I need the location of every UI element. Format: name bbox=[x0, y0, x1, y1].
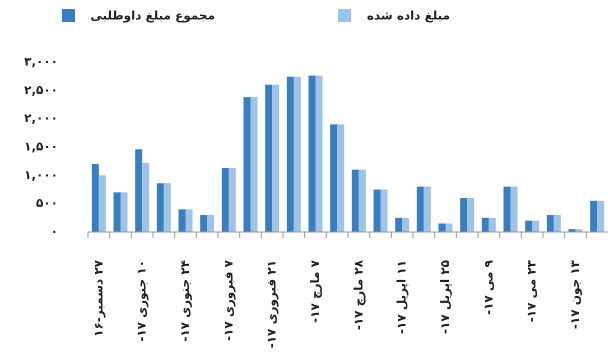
bar bbox=[351, 169, 359, 232]
y-tick-label: ۱,۰۰۰ bbox=[24, 168, 58, 182]
y-tick-label: ۳,۰۰۰ bbox=[24, 55, 58, 69]
bar bbox=[308, 75, 316, 232]
x-tick-label: ۲۵ اپریل ۱۷- bbox=[438, 260, 452, 334]
bar bbox=[272, 84, 280, 233]
y-tick-label: ۲,۰۰۰ bbox=[24, 111, 58, 125]
bar bbox=[243, 97, 251, 232]
bar bbox=[142, 162, 150, 232]
x-tick-label: ۱۱ اپریل ۱۷- bbox=[395, 260, 409, 334]
bar bbox=[286, 76, 294, 232]
bar bbox=[380, 189, 388, 232]
bar bbox=[135, 149, 143, 232]
bar bbox=[221, 167, 229, 232]
bar bbox=[395, 217, 403, 232]
bar bbox=[120, 192, 128, 232]
bar bbox=[330, 124, 338, 232]
bar bbox=[373, 189, 381, 232]
bar bbox=[510, 186, 518, 232]
x-tick-label: ۹ می ۱۷- bbox=[481, 259, 495, 315]
y-tick-label: ۰ bbox=[51, 225, 58, 239]
bar bbox=[228, 167, 236, 232]
bar bbox=[445, 223, 453, 232]
bar bbox=[597, 200, 605, 232]
bar bbox=[178, 209, 186, 232]
bar bbox=[250, 97, 258, 232]
bar bbox=[185, 209, 193, 232]
legend-swatch bbox=[62, 9, 75, 22]
bar bbox=[315, 75, 323, 232]
bar bbox=[532, 220, 540, 232]
legend-swatch bbox=[338, 9, 351, 22]
bar bbox=[590, 200, 598, 232]
bar bbox=[553, 215, 561, 232]
bar bbox=[98, 175, 106, 232]
bar bbox=[481, 217, 489, 232]
bar bbox=[207, 215, 215, 232]
bar bbox=[525, 220, 533, 232]
bar bbox=[438, 223, 446, 232]
bar bbox=[423, 186, 431, 232]
bar bbox=[575, 229, 583, 232]
bar bbox=[293, 76, 301, 232]
bar bbox=[91, 164, 99, 232]
bar bbox=[416, 186, 424, 232]
x-tick-label: ۷ مارچ ۱۷- bbox=[308, 259, 322, 323]
x-tick-label: ۲۴ جنوری ۱۷- bbox=[178, 260, 193, 342]
bar bbox=[163, 183, 171, 232]
y-tick-label: ۱,۵۰۰ bbox=[24, 140, 58, 154]
bar bbox=[460, 198, 468, 232]
bar bbox=[503, 186, 511, 232]
legend-label: مجموع مبلغ داوطلبی bbox=[90, 9, 215, 24]
bar bbox=[337, 124, 345, 232]
y-tick-label: ۵۰۰ bbox=[36, 196, 58, 210]
x-tick-label: ۲۷ دسمبر-۱۶ bbox=[91, 259, 105, 337]
bar bbox=[265, 84, 273, 233]
bar bbox=[568, 229, 576, 232]
bar bbox=[200, 215, 208, 232]
bar bbox=[113, 192, 121, 232]
x-tick-label: ۱۰ جنوری ۱۷- bbox=[135, 260, 150, 342]
x-tick-label: ۲۸ مارچ ۱۷- bbox=[351, 259, 365, 330]
bar bbox=[358, 169, 366, 232]
bar bbox=[488, 217, 496, 232]
x-tick-label: ۱۳ جون ۱۷- bbox=[568, 259, 583, 329]
legend-label: مبلغ داده شده bbox=[367, 9, 450, 23]
bar bbox=[402, 217, 410, 232]
bar bbox=[546, 215, 554, 232]
x-tick-label: ۷ فبروری ۱۷- bbox=[221, 259, 236, 341]
bar bbox=[156, 183, 164, 232]
y-tick-label: ۲,۵۰۰ bbox=[24, 83, 58, 97]
x-tick-label: ۲۳ می ۱۷- bbox=[525, 259, 539, 322]
bar bbox=[467, 198, 475, 232]
x-tick-label: ۲۱ فبروری ۱۷- bbox=[265, 260, 280, 348]
